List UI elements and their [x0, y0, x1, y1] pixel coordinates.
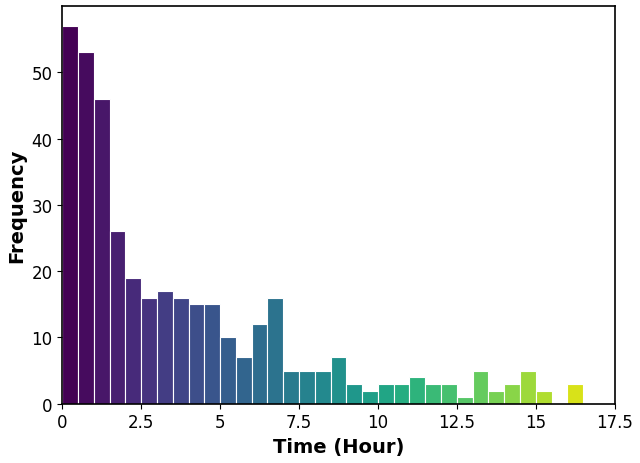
Bar [252, 325, 268, 404]
Bar [284, 371, 299, 404]
Bar [204, 305, 220, 404]
Bar [441, 384, 457, 404]
Bar [457, 397, 472, 404]
Bar [173, 298, 189, 404]
Bar [315, 371, 331, 404]
Bar [236, 357, 252, 404]
Bar [472, 371, 488, 404]
Bar [62, 27, 78, 404]
Bar [425, 384, 441, 404]
Bar [78, 53, 94, 404]
Bar [220, 338, 236, 404]
Bar [378, 384, 394, 404]
Bar [520, 371, 536, 404]
Bar [299, 371, 315, 404]
Bar [410, 377, 425, 404]
Bar [362, 391, 378, 404]
Bar [394, 384, 410, 404]
Bar [94, 100, 109, 404]
Bar [488, 391, 504, 404]
Bar [157, 291, 173, 404]
X-axis label: Time (Hour): Time (Hour) [273, 437, 404, 456]
Bar [189, 305, 204, 404]
Bar [346, 384, 362, 404]
Bar [125, 278, 141, 404]
Y-axis label: Frequency: Frequency [7, 148, 26, 263]
Bar [536, 391, 552, 404]
Bar [567, 384, 583, 404]
Bar [331, 357, 346, 404]
Bar [268, 298, 284, 404]
Bar [109, 232, 125, 404]
Bar [141, 298, 157, 404]
Bar [504, 384, 520, 404]
